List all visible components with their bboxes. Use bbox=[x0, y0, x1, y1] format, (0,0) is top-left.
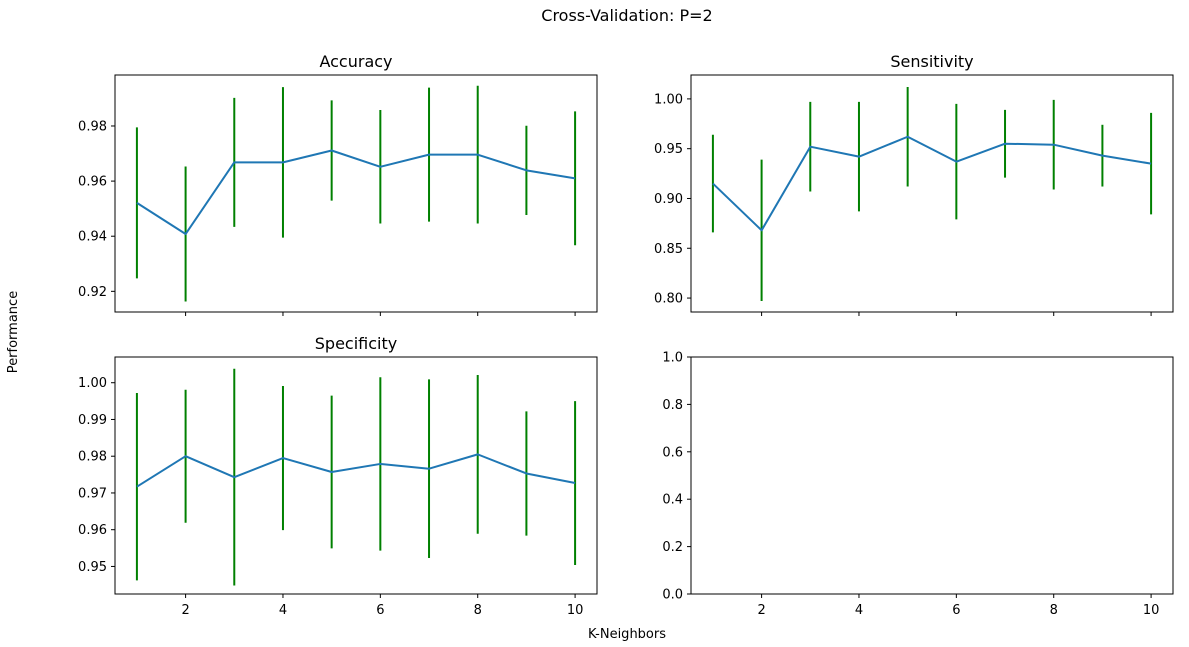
subplot-accuracy: 0.92 0.94 0.96 0.98 Accuracy bbox=[78, 52, 598, 316]
x-tick-label: 8 bbox=[474, 603, 482, 618]
y-tick-label: 0.90 bbox=[654, 192, 683, 207]
y-tick-label: 0.98 bbox=[78, 450, 107, 465]
subplot-title: Accuracy bbox=[319, 52, 392, 71]
y-tick-label: 0.85 bbox=[654, 242, 683, 257]
y-tick-label: 1.00 bbox=[654, 92, 683, 107]
y-tick-label: 0.0 bbox=[662, 588, 683, 603]
axes-frame bbox=[114, 74, 598, 313]
y-tick-label: 1.00 bbox=[78, 376, 107, 391]
y-tick-label: 1.0 bbox=[662, 351, 683, 366]
y-tick-label: 0.96 bbox=[78, 523, 107, 538]
subplot-sensitivity: 0.80 0.85 0.90 0.95 1.00 Sensitivity bbox=[654, 52, 1174, 316]
subplot-title: Specificity bbox=[315, 334, 397, 353]
figure-ylabel: Performance bbox=[6, 291, 21, 373]
y-tick-label: 0.96 bbox=[78, 175, 107, 190]
series-line bbox=[136, 149, 576, 236]
x-tick-label: 4 bbox=[279, 603, 287, 618]
x-tick-label: 10 bbox=[567, 603, 584, 618]
x-tick-label: 6 bbox=[376, 603, 384, 618]
x-tick-label: 10 bbox=[1143, 603, 1160, 618]
y-tick-label: 0.8 bbox=[662, 398, 683, 413]
subplot-grid: 0.92 0.94 0.96 0.98 Accuracy 0.80 0.85 0.90 0.95… bbox=[78, 52, 1174, 618]
y-tick-label: 0.80 bbox=[654, 292, 683, 307]
y-tick-label: 0.4 bbox=[662, 493, 683, 508]
x-tick-label: 8 bbox=[1050, 603, 1058, 618]
y-tick-label: 0.97 bbox=[78, 486, 107, 501]
x-tick-label: 2 bbox=[181, 603, 189, 618]
figure-xlabel: K-Neighbors bbox=[588, 627, 666, 642]
series-line bbox=[712, 135, 1152, 232]
axes-frame bbox=[690, 356, 1174, 595]
y-tick-label: 0.99 bbox=[78, 413, 107, 428]
y-tick-label: 0.95 bbox=[78, 560, 107, 575]
y-tick-label: 0.2 bbox=[662, 540, 683, 555]
y-tick-label: 0.95 bbox=[654, 142, 683, 157]
y-tick-label: 0.94 bbox=[78, 230, 107, 245]
y-tick-label: 0.6 bbox=[662, 445, 683, 460]
x-tick-label: 6 bbox=[952, 603, 960, 618]
x-tick-label: 2 bbox=[757, 603, 765, 618]
subplot-specificity: 0.95 0.96 0.97 0.98 0.99 1.00 2 4 6 8 10 Specificit… bbox=[78, 334, 598, 618]
y-tick-label: 0.98 bbox=[78, 119, 107, 134]
figure-suptitle: Cross-Validation: P=2 bbox=[541, 6, 712, 25]
axes-frame bbox=[114, 356, 598, 595]
series-line bbox=[136, 453, 576, 488]
x-tick-label: 4 bbox=[855, 603, 863, 618]
axes-frame bbox=[690, 74, 1174, 313]
y-tick-label: 0.92 bbox=[78, 285, 107, 300]
subplot-title: Sensitivity bbox=[890, 52, 973, 71]
subplot-empty: 0.0 0.2 0.4 0.6 0.8 1.0 2 4 6 8 10 bbox=[662, 351, 1174, 618]
